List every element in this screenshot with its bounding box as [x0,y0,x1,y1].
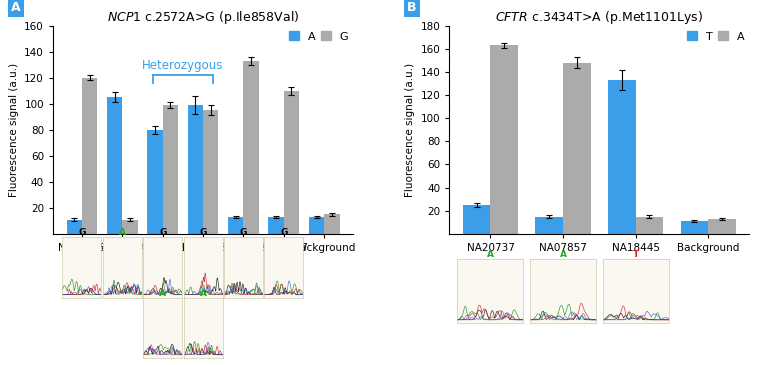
Bar [163,105,178,234]
Bar [563,62,590,234]
Bar [203,110,219,234]
Bar [681,221,709,234]
Title: $\mathit{CFTR}$ c.3434T>A (p.Met1101Lys): $\mathit{CFTR}$ c.3434T>A (p.Met1101Lys) [495,8,703,26]
Bar [491,45,518,234]
Text: A: A [559,250,566,259]
Bar [608,80,636,234]
Text: G: G [280,228,288,237]
Text: A: A [11,1,20,14]
Text: A: A [487,250,494,259]
Text: G: G [240,228,247,237]
Bar [107,97,123,234]
Legend: A, G: A, G [287,29,350,44]
Text: G: G [78,228,86,237]
Bar [269,217,284,234]
Bar [123,219,138,234]
Bar [535,216,563,234]
Text: G: G [159,228,167,237]
Bar [228,217,244,234]
Text: A: A [200,288,207,297]
Bar [67,219,82,234]
Text: A: A [119,228,126,237]
Y-axis label: Fluorescence signal (a.u.): Fluorescence signal (a.u.) [405,63,415,197]
Bar [324,214,340,234]
Title: $\mathit{NCP1}$ c.2572A>G (p.Ile858Val): $\mathit{NCP1}$ c.2572A>G (p.Ile858Val) [107,8,299,26]
Bar [188,105,203,234]
Text: B: B [407,1,416,14]
Bar [309,217,324,234]
Bar [284,91,299,234]
Bar [244,61,259,234]
Text: A: A [159,288,167,297]
Legend: T, A: T, A [685,29,747,44]
Text: G: G [199,228,207,237]
Bar [636,216,663,234]
Text: T: T [633,250,639,259]
Bar [82,78,98,234]
Bar [463,205,491,234]
Text: Heterozygous: Heterozygous [142,59,223,72]
Y-axis label: Fluorescence signal (a.u.): Fluorescence signal (a.u.) [8,63,19,197]
Bar [709,219,736,234]
Bar [148,130,163,234]
